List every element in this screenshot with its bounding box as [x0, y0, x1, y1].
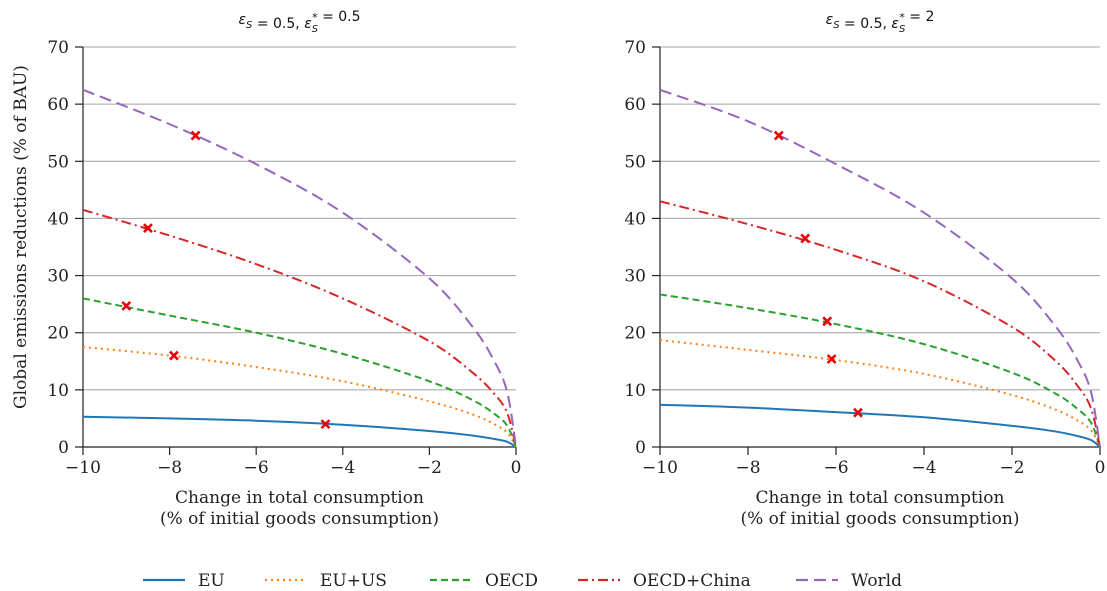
legend-item-eu-us: EU+US — [265, 571, 387, 591]
x-tick-label: −8 — [157, 458, 182, 478]
x-tick-label: −8 — [735, 458, 760, 478]
x-axis-label: Change in total consumption — [175, 488, 424, 508]
y-tick-label: 50 — [624, 152, 646, 172]
y-tick-label: 70 — [624, 38, 646, 58]
series-line-eu-us — [659, 339, 1101, 448]
series-line-oecd-china — [659, 200, 1101, 448]
y-tick-label: 10 — [624, 381, 646, 401]
x-tick-label: −4 — [330, 458, 355, 478]
y-tick-label: 40 — [624, 209, 646, 229]
legend-item-oecd: OECD — [430, 571, 538, 591]
marker-oecd-china — [143, 223, 153, 234]
marker-eu — [853, 407, 863, 418]
series-line-eu — [659, 403, 1101, 448]
legend-label: EU+US — [320, 571, 387, 591]
legend-item-oecd-china: OECD+China — [578, 571, 751, 591]
x-axis-label: Change in total consumption — [756, 488, 1005, 508]
left-panel: εS = 0.5, εS* = 0.5 0 10 20 30 40 50 60 70 −10 −8 −… — [11, 9, 521, 529]
legend-label: World — [851, 571, 902, 591]
y-tick-label: 10 — [47, 381, 69, 401]
y-tick-label: 40 — [47, 209, 69, 229]
series-line-eu — [82, 415, 517, 448]
x-axis-label: (% of initial goods consumption) — [160, 509, 439, 529]
series-line-world — [82, 88, 517, 448]
y-tick-label: 60 — [47, 95, 69, 115]
y-tick-label: 30 — [624, 267, 646, 287]
x-tick-label: −4 — [911, 458, 936, 478]
legend-item-eu: EU — [143, 571, 225, 591]
panel-title: εS = 0.5, εS* = 0.5 — [238, 9, 360, 35]
x-tick-label: −6 — [823, 458, 848, 478]
y-axis-label: Global emissions reductions (% of BAU) — [11, 65, 31, 409]
y-tick-label: 50 — [47, 152, 69, 172]
marker-world — [773, 130, 784, 141]
series-line-oecd-china — [82, 208, 517, 448]
marker-eu — [320, 419, 331, 430]
series-line-world — [659, 88, 1101, 448]
marker-eu-us — [169, 350, 179, 361]
legend-item-world: World — [796, 571, 902, 591]
right-panel: εS = 0.5, εS* = 2 0 10 20 30 40 50 60 70 −10 −8 −6 −… — [624, 9, 1105, 529]
marker-eu-us — [826, 354, 837, 364]
series-line-eu-us — [82, 346, 517, 448]
legend-label: EU — [198, 571, 225, 591]
y-tick-label: 20 — [47, 324, 69, 344]
marker-oecd — [121, 300, 132, 311]
x-tick-label: 0 — [1095, 458, 1106, 478]
x-tick-label: −6 — [244, 458, 269, 478]
y-tick-label: 0 — [58, 438, 69, 458]
series-line-oecd — [82, 297, 517, 448]
y-tick-label: 70 — [47, 38, 69, 58]
panel-title: εS = 0.5, εS* = 2 — [826, 9, 935, 35]
marker-oecd — [822, 316, 833, 327]
legend: EU EU+US OECD OECD+China World — [143, 571, 902, 591]
series-line-oecd — [659, 293, 1101, 448]
marker-oecd-china — [800, 233, 811, 244]
y-tick-label: 20 — [624, 324, 646, 344]
x-tick-label: −2 — [999, 458, 1024, 478]
y-tick-label: 60 — [624, 95, 646, 115]
y-tick-label: 30 — [47, 267, 69, 287]
legend-label: OECD — [485, 571, 538, 591]
x-tick-label: −10 — [65, 458, 101, 478]
y-tick-label: 0 — [635, 438, 646, 458]
x-tick-label: 0 — [511, 458, 522, 478]
legend-label: OECD+China — [633, 571, 751, 591]
x-tick-label: −10 — [642, 458, 678, 478]
marker-world — [190, 130, 201, 141]
x-tick-label: −2 — [417, 458, 442, 478]
x-axis-label: (% of initial goods consumption) — [740, 509, 1019, 529]
